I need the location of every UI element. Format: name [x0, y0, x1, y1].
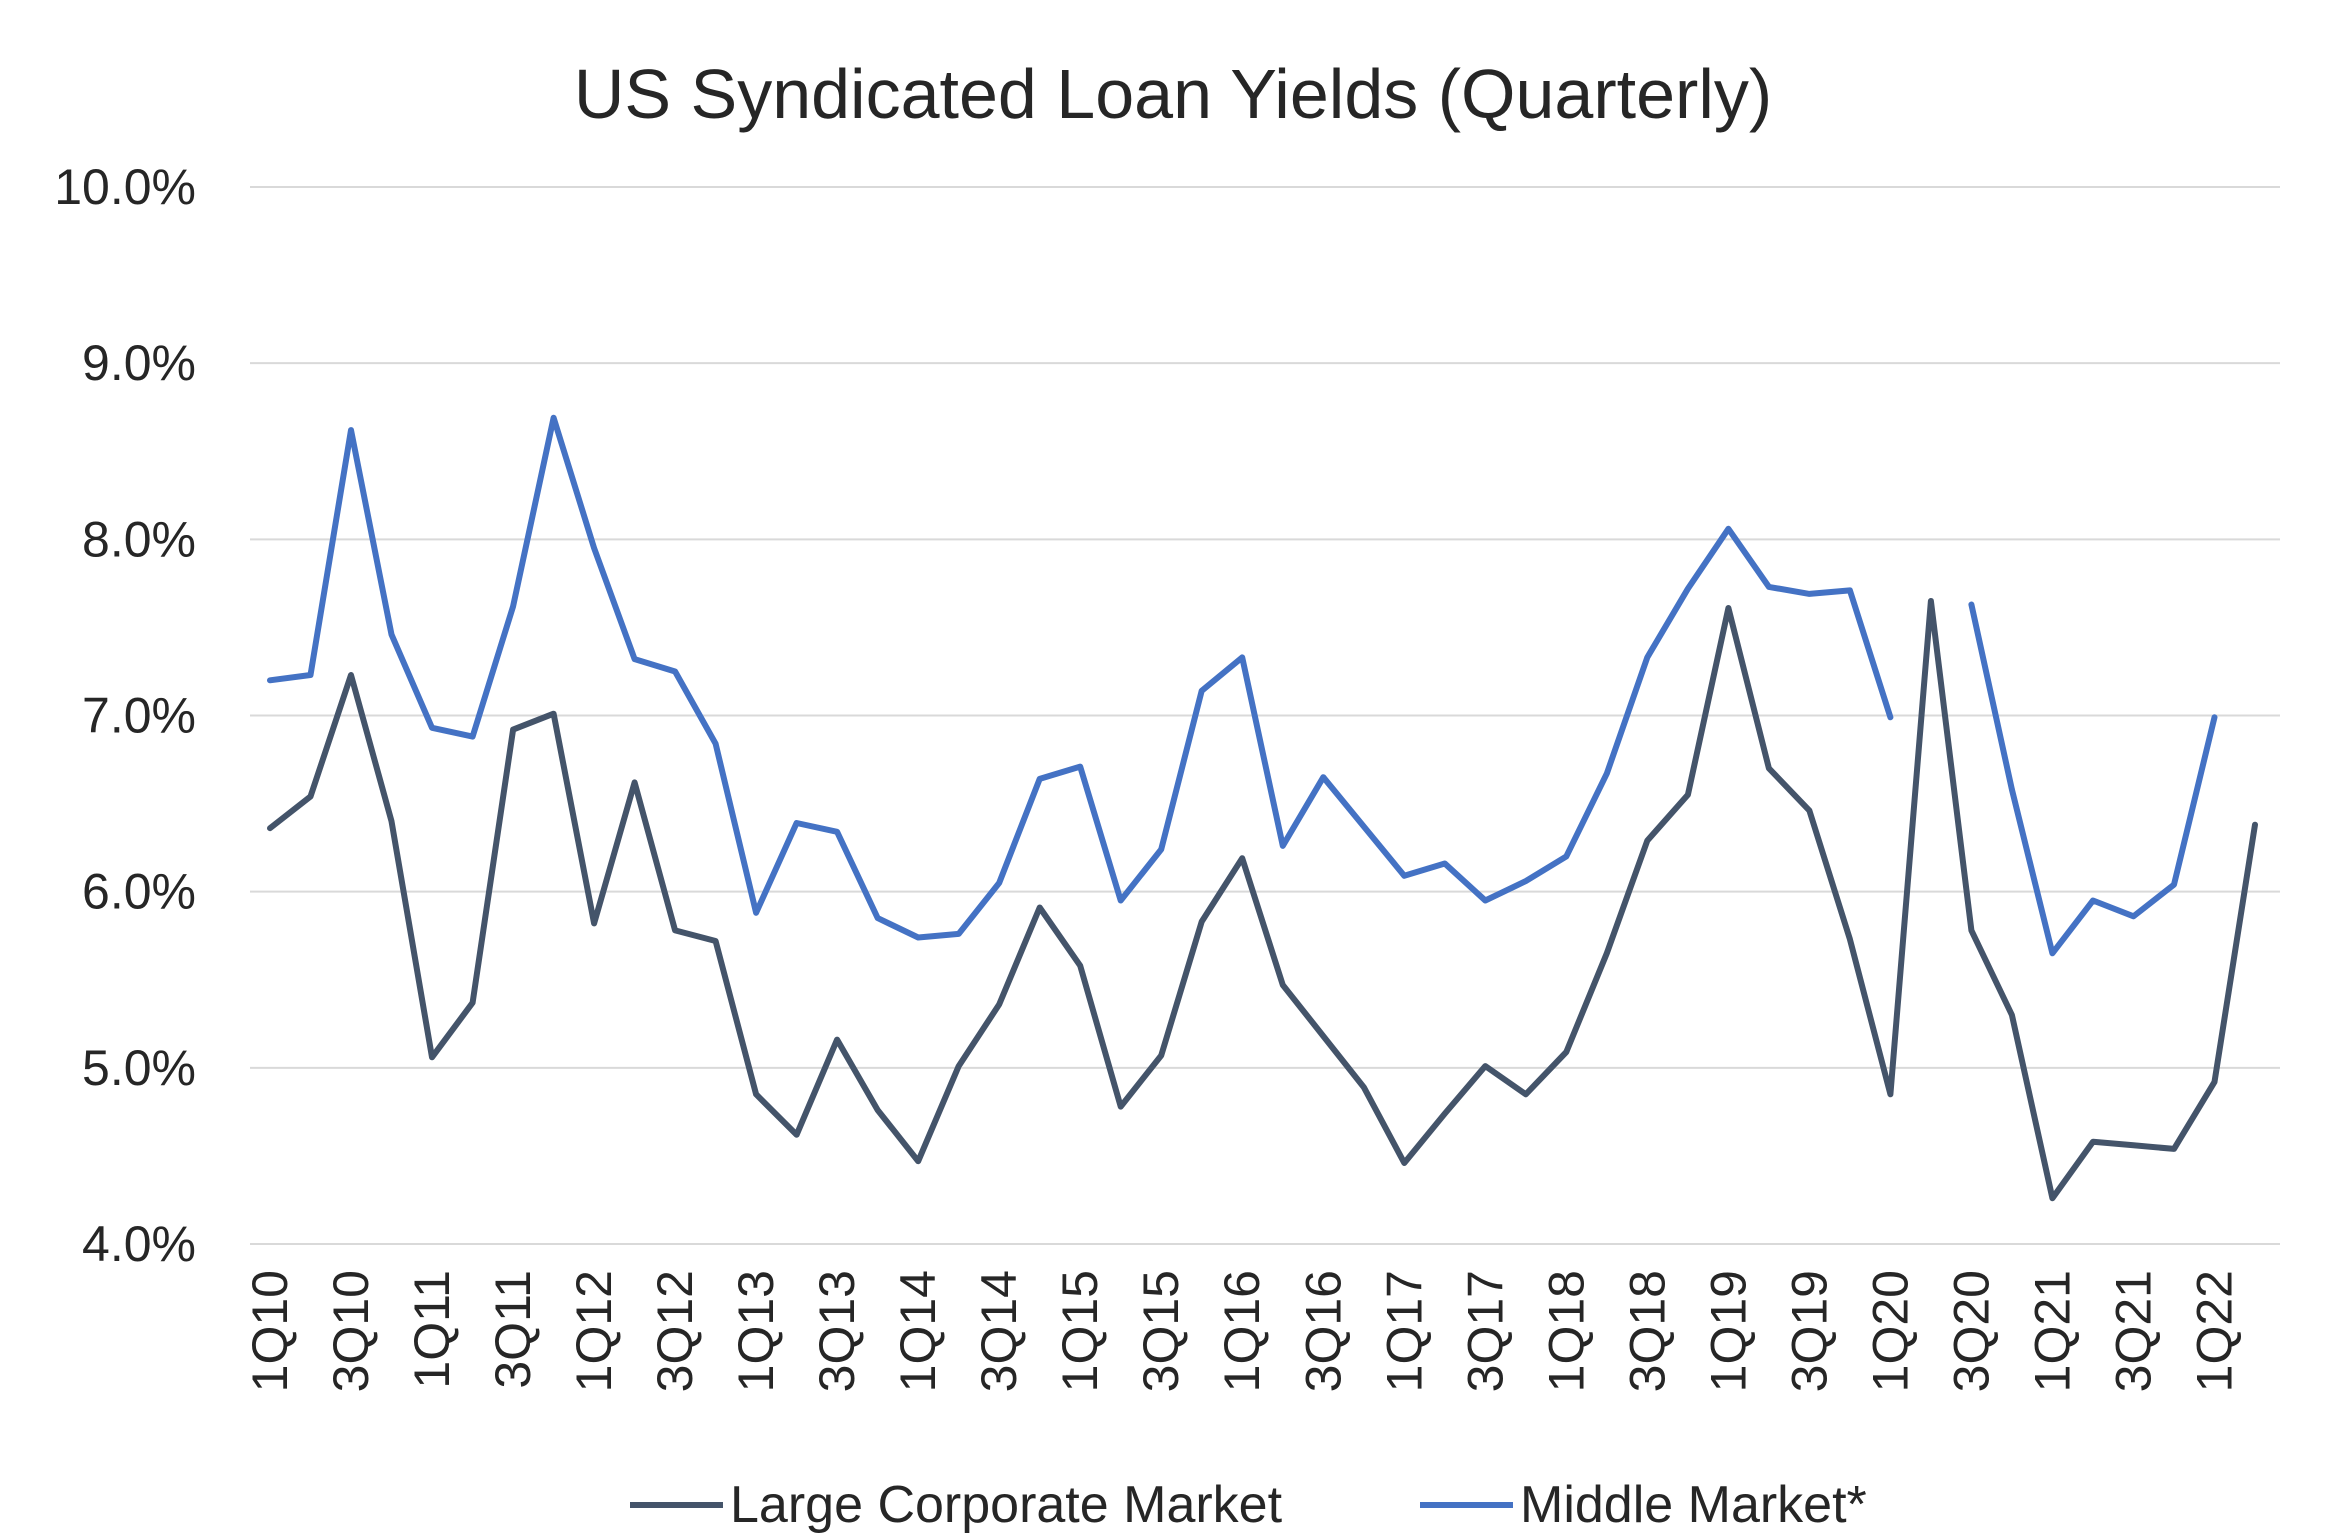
y-tick-label: 10.0% — [54, 159, 196, 215]
y-tick-label: 9.0% — [82, 335, 196, 391]
x-tick-label: 3Q13 — [809, 1270, 865, 1392]
x-tick-label: 1Q14 — [890, 1270, 946, 1392]
x-axis-tick-labels: 1Q10 3Q10 1Q11 3Q11 1Q12 3Q12 1Q13 3Q13 1Q14 3Q14… — [242, 1270, 2242, 1392]
x-tick-label: 3Q11 — [485, 1270, 541, 1389]
x-tick-label: 3Q18 — [1619, 1270, 1675, 1392]
x-tick-label: 3Q12 — [647, 1270, 703, 1392]
y-axis-tick-labels: 10.0% 9.0% 8.0% 7.0% 6.0% 5.0% 4.0% — [54, 159, 196, 1272]
chart-title: US Syndicated Loan Yields (Quarterly) — [574, 55, 1772, 133]
legend-label-large-corporate-market: Large Corporate Market — [730, 1476, 1283, 1534]
x-tick-label: 3Q16 — [1295, 1270, 1351, 1392]
x-tick-label: 3Q21 — [2105, 1270, 2161, 1392]
y-tick-label: 7.0% — [82, 688, 196, 744]
x-tick-label: 1Q22 — [2186, 1270, 2242, 1392]
legend: Large Corporate Market Middle Market* — [630, 1476, 1867, 1534]
x-tick-label: 1Q17 — [1376, 1270, 1432, 1392]
x-tick-label: 1Q15 — [1052, 1270, 1108, 1392]
y-tick-label: 4.0% — [82, 1216, 196, 1272]
x-tick-label: 3Q20 — [1943, 1270, 1999, 1392]
x-tick-label: 3Q15 — [1133, 1270, 1189, 1392]
x-tick-label: 1Q18 — [1538, 1270, 1594, 1392]
y-tick-label: 6.0% — [82, 864, 196, 920]
x-tick-label: 1Q20 — [1862, 1270, 1918, 1392]
x-tick-label: 1Q11 — [404, 1270, 460, 1389]
y-tick-label: 5.0% — [82, 1040, 196, 1096]
x-tick-label: 1Q12 — [566, 1270, 622, 1392]
series-line-large-corporate-market — [267, 598, 2258, 1202]
x-tick-label: 1Q21 — [2024, 1270, 2080, 1392]
x-tick-label: 1Q13 — [728, 1270, 784, 1392]
x-tick-label: 1Q16 — [1214, 1270, 1270, 1392]
legend-label-middle-market: Middle Market* — [1520, 1476, 1867, 1534]
series-lines — [267, 414, 2258, 1202]
x-tick-label: 3Q19 — [1781, 1270, 1837, 1392]
x-tick-label: 1Q19 — [1700, 1270, 1756, 1392]
x-tick-label: 3Q14 — [971, 1270, 1027, 1392]
x-tick-label: 3Q17 — [1457, 1270, 1513, 1392]
x-tick-label: 3Q10 — [323, 1270, 379, 1392]
x-tick-label: 1Q10 — [242, 1270, 298, 1392]
series-line-middle-market — [267, 414, 2218, 957]
y-tick-label: 8.0% — [82, 511, 196, 567]
